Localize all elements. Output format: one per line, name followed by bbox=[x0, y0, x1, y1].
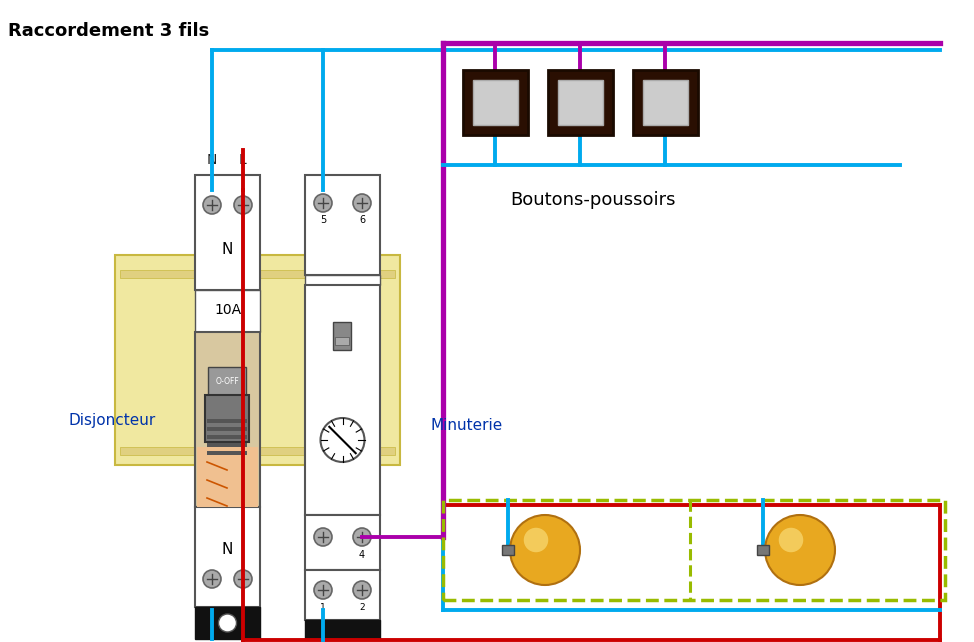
Text: L: L bbox=[240, 153, 246, 167]
Text: 1: 1 bbox=[320, 603, 326, 612]
Circle shape bbox=[320, 418, 364, 462]
Circle shape bbox=[353, 194, 371, 212]
Text: 5: 5 bbox=[319, 215, 326, 225]
Bar bbox=[473, 80, 518, 125]
Bar bbox=[195, 290, 260, 332]
Bar bbox=[120, 270, 395, 278]
Text: Boutons-poussoirs: Boutons-poussoirs bbox=[510, 191, 676, 209]
Text: N: N bbox=[222, 243, 233, 257]
Text: 6: 6 bbox=[359, 215, 365, 225]
Bar bbox=[115, 255, 400, 465]
Bar bbox=[558, 80, 603, 125]
Circle shape bbox=[203, 570, 221, 588]
Bar bbox=[443, 500, 945, 600]
Bar bbox=[205, 395, 249, 442]
Bar bbox=[463, 70, 528, 135]
Circle shape bbox=[524, 528, 548, 552]
Bar bbox=[757, 545, 769, 555]
Bar bbox=[548, 70, 613, 135]
Bar bbox=[305, 285, 380, 515]
Bar bbox=[643, 80, 688, 125]
Bar bbox=[207, 427, 247, 431]
Bar bbox=[208, 367, 246, 395]
Bar bbox=[207, 443, 247, 447]
Circle shape bbox=[314, 194, 332, 212]
Text: 10A: 10A bbox=[214, 303, 241, 317]
Bar bbox=[305, 275, 380, 285]
Bar bbox=[207, 435, 247, 439]
Circle shape bbox=[203, 196, 221, 214]
Bar bbox=[333, 322, 351, 350]
Bar bbox=[335, 337, 349, 345]
Bar bbox=[195, 332, 260, 507]
Text: 4: 4 bbox=[359, 550, 365, 560]
Circle shape bbox=[314, 581, 332, 599]
Circle shape bbox=[510, 515, 580, 585]
Bar bbox=[305, 515, 380, 570]
Bar bbox=[195, 607, 260, 639]
Bar bbox=[633, 70, 698, 135]
Text: O-OFF: O-OFF bbox=[215, 376, 240, 385]
Bar bbox=[305, 620, 380, 640]
Bar bbox=[207, 451, 247, 455]
Bar bbox=[120, 447, 395, 455]
Circle shape bbox=[765, 515, 835, 585]
Text: Raccordement 3 fils: Raccordement 3 fils bbox=[8, 22, 209, 40]
Circle shape bbox=[353, 581, 371, 599]
Bar bbox=[305, 570, 380, 620]
Circle shape bbox=[234, 570, 252, 588]
Bar bbox=[195, 175, 260, 290]
Bar bbox=[502, 545, 514, 555]
Circle shape bbox=[314, 528, 332, 546]
Circle shape bbox=[234, 196, 252, 214]
Circle shape bbox=[353, 528, 371, 546]
Text: Minuterie: Minuterie bbox=[430, 417, 503, 433]
Circle shape bbox=[779, 528, 804, 552]
Bar bbox=[207, 419, 247, 423]
Bar bbox=[195, 507, 260, 607]
Text: 2: 2 bbox=[359, 603, 365, 612]
Bar bbox=[305, 175, 380, 275]
Circle shape bbox=[218, 614, 237, 632]
Text: Disjoncteur: Disjoncteur bbox=[68, 413, 155, 428]
Text: N: N bbox=[222, 541, 233, 557]
Bar bbox=[197, 447, 258, 507]
Text: N: N bbox=[206, 153, 217, 167]
